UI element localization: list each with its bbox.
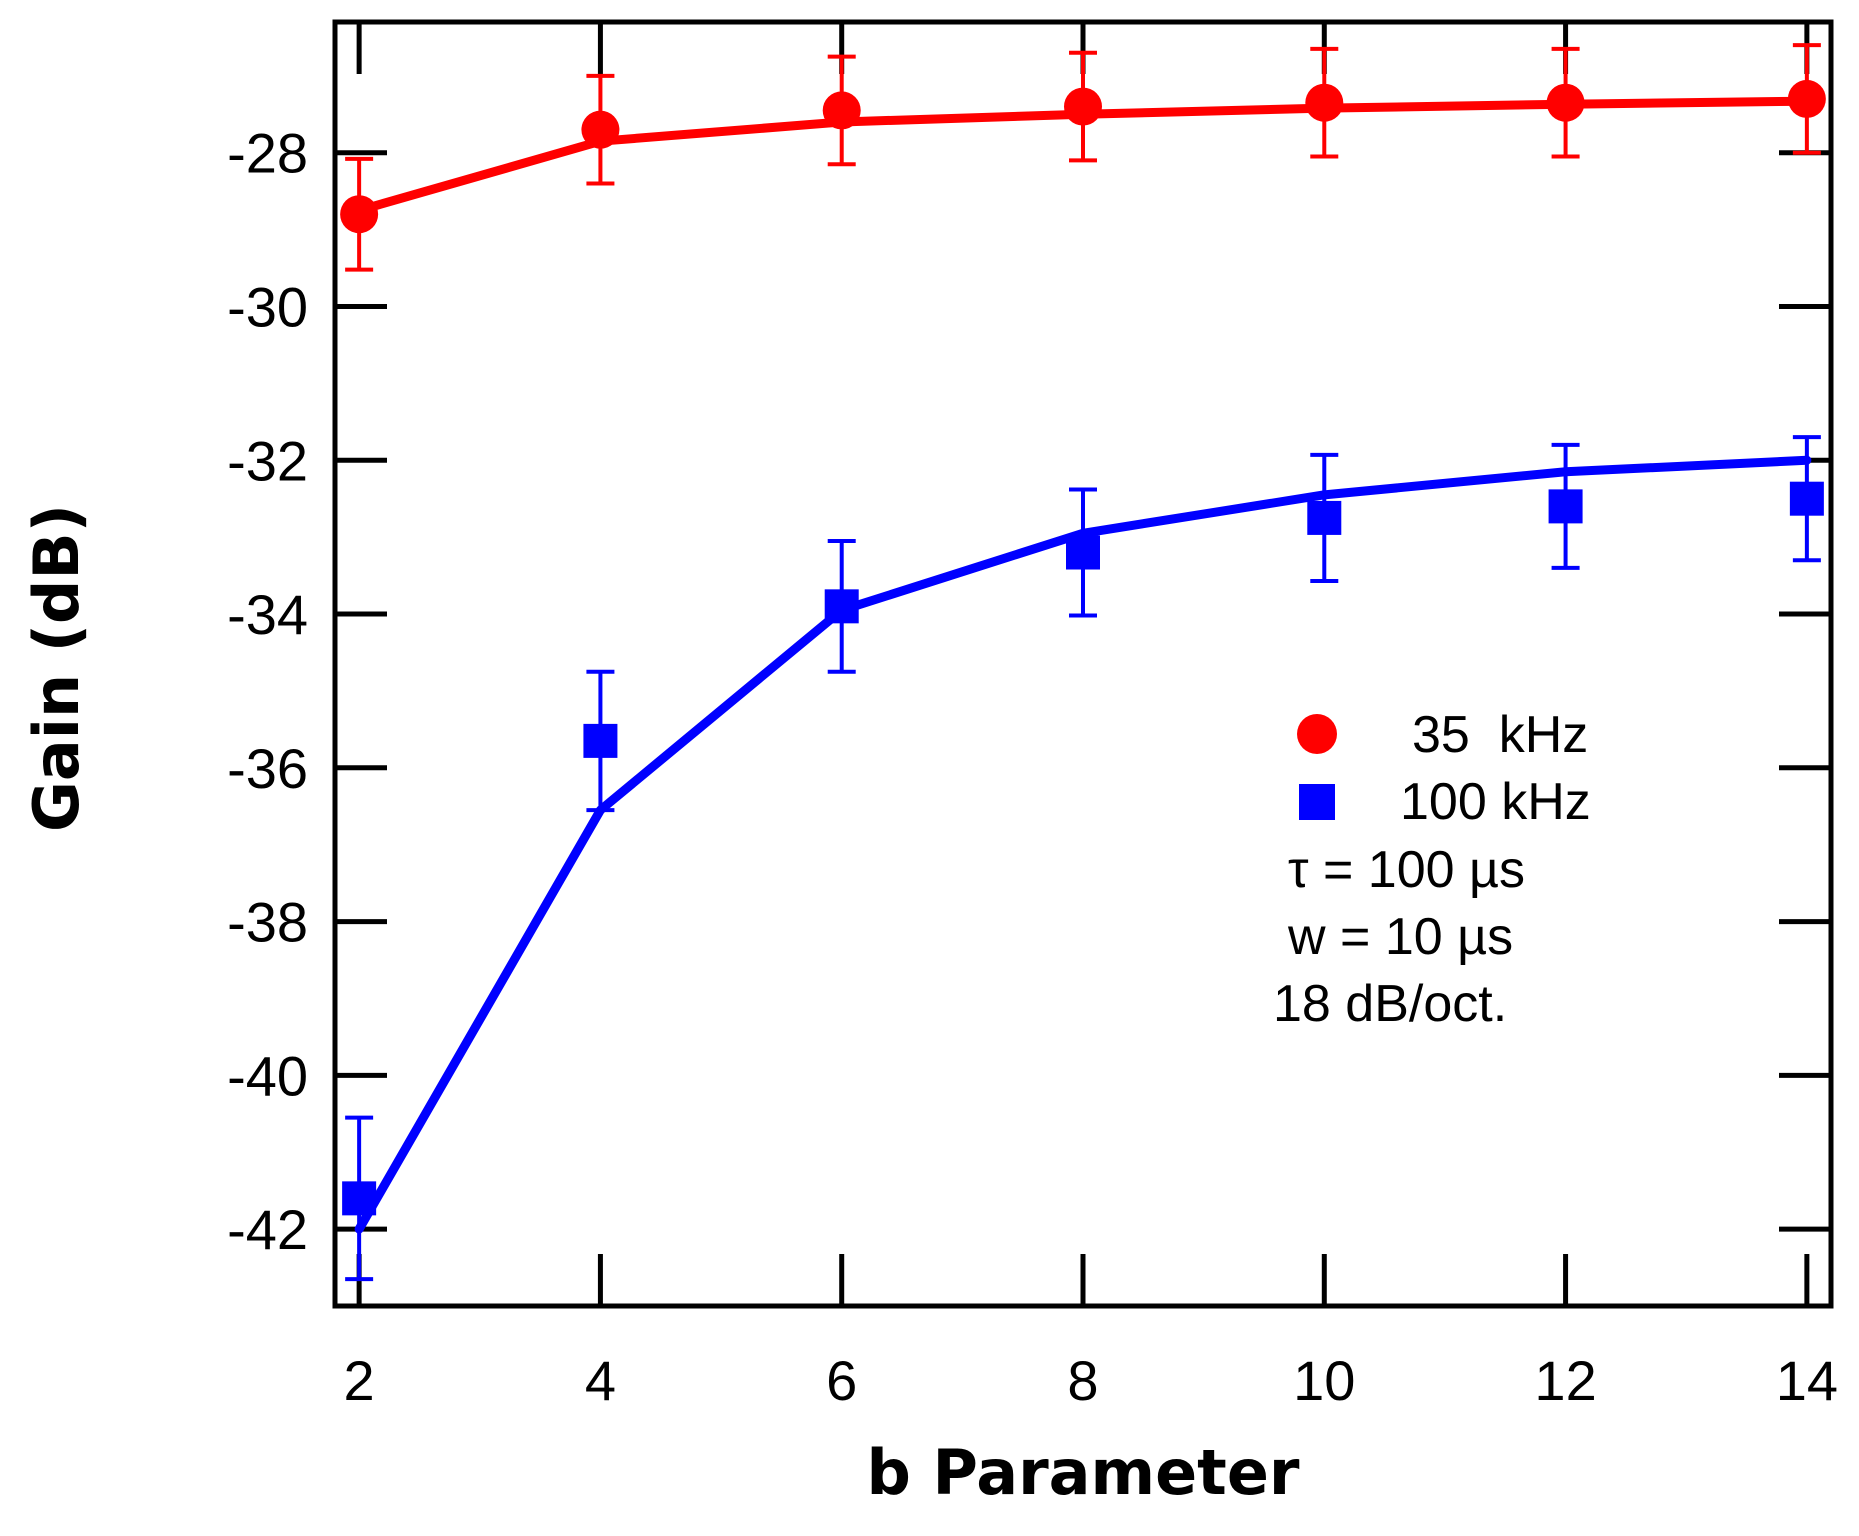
y-tick-label: -40 xyxy=(227,1044,308,1107)
data-point-100khz xyxy=(1066,535,1100,570)
data-point-100khz xyxy=(342,1181,377,1216)
y-tick-label: -30 xyxy=(227,275,308,338)
axis-ticks xyxy=(335,22,1831,1306)
legend-label-35khz: 35 kHz xyxy=(1412,706,1588,764)
data-point-35khz xyxy=(1787,79,1826,118)
plot-frame xyxy=(332,19,1834,1309)
legend-label-100khz: 100 kHz xyxy=(1400,773,1591,831)
x-tick-label: 10 xyxy=(1293,1349,1355,1412)
data-point-100khz xyxy=(1789,481,1824,516)
x-tick-label: 12 xyxy=(1534,1349,1596,1412)
legend: 35 kHz 100 kHz τ = 100 µs w = 10 µs 18 d… xyxy=(1273,706,1591,1033)
annotation-slope: 18 dB/oct. xyxy=(1273,975,1507,1033)
x-tick-label: 6 xyxy=(826,1349,857,1412)
series-35khz xyxy=(340,43,1826,272)
data-point-100khz xyxy=(1548,489,1583,524)
x-tick-label: 2 xyxy=(344,1349,375,1412)
y-tick-label: -34 xyxy=(227,583,308,646)
x-tick-label: 14 xyxy=(1776,1349,1838,1412)
data-point-100khz xyxy=(583,723,618,758)
y-axis-title: Gain (dB) xyxy=(20,504,93,832)
y-tick-label: -28 xyxy=(227,122,308,185)
data-point-100khz xyxy=(824,589,859,624)
data-point-35khz xyxy=(822,91,861,130)
legend-marker-100khz xyxy=(1299,784,1335,820)
data-point-35khz xyxy=(1305,83,1344,122)
data-point-35khz xyxy=(1546,83,1585,122)
axis-tick-labels: 2 4 6 8 10 12 14 -28 -30 -32 -34 -36 -38 -40 -42 xyxy=(227,122,1838,1412)
data-point-100khz xyxy=(1307,500,1342,535)
data-series xyxy=(340,43,1826,1282)
x-axis-title: b Parameter xyxy=(867,1436,1300,1509)
data-point-35khz xyxy=(581,110,620,149)
data-point-35khz xyxy=(1064,87,1102,126)
y-tick-label: -42 xyxy=(227,1198,308,1261)
annotation-tau: τ = 100 µs xyxy=(1288,841,1525,899)
y-tick-label: -32 xyxy=(227,429,308,492)
annotation-width: w = 10 µs xyxy=(1287,908,1513,966)
data-point-35khz xyxy=(340,195,379,234)
series-100khz xyxy=(342,435,1824,1282)
y-tick-label: -36 xyxy=(227,737,308,800)
x-tick-label: 8 xyxy=(1067,1349,1098,1412)
legend-marker-35khz xyxy=(1297,714,1337,754)
x-tick-label: 4 xyxy=(585,1349,616,1412)
y-tick-label: -38 xyxy=(227,891,308,954)
